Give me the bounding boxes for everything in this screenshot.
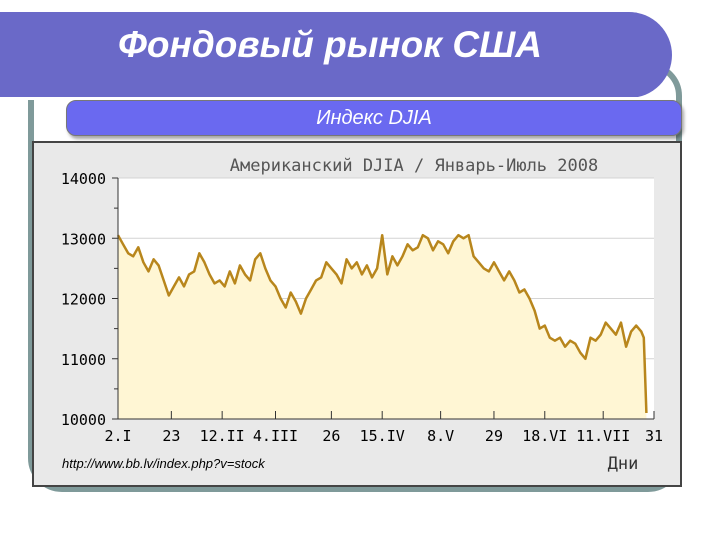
chart-title: Американский DJIA / Январь-Июль 2008 [230,156,598,176]
x-axis: 2.I 23 12.II 4.III 26 15.IV 8.V 29 18.VI 11.VII 31 [104,411,663,445]
x-tick-label: 18.VI [522,427,567,445]
y-axis: 10000 11000 12000 13000 14000 [61,170,119,429]
y-tick-label: 13000 [61,230,106,248]
x-tick-label: 12.II [200,427,245,445]
subtitle-box [66,100,682,136]
y-tick-label: 12000 [61,291,106,309]
x-axis-label: Дни [608,454,639,474]
x-tick-label: 29 [485,427,503,445]
chart: Американский DJIA / Январь-Июль 2008 100… [61,156,663,474]
y-tick-label: 10000 [61,411,106,429]
slide-subtitle: Индекс DJIA [316,107,432,129]
x-tick-label: 23 [162,427,180,445]
x-tick-label: 31 [645,427,663,445]
title-underline [0,97,640,100]
x-tick-label: 15.IV [360,427,405,445]
x-tick-label: 2.I [104,427,131,445]
x-tick-label: 26 [322,427,340,445]
title-bar [0,12,672,98]
x-tick-label: 11.VII [576,427,630,445]
slide-title: Фондовый рынок США [118,24,542,65]
y-tick-label: 11000 [61,351,106,369]
x-tick-label: 8.V [427,427,454,445]
source-url: http://www.bb.lv/index.php?v=stock [62,456,265,471]
series-line [116,233,648,414]
y-tick-label: 14000 [61,170,106,188]
x-tick-label: 4.III [253,427,298,445]
